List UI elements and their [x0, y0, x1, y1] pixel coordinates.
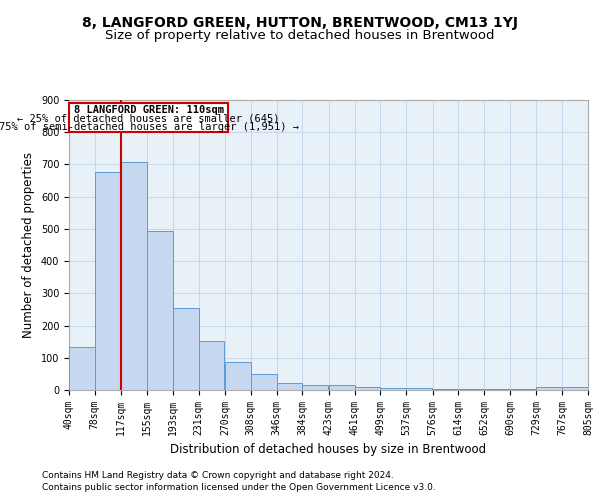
Bar — [536, 388, 562, 390]
Bar — [251, 374, 277, 390]
Text: Size of property relative to detached houses in Brentwood: Size of property relative to detached ho… — [105, 28, 495, 42]
Text: 8 LANGFORD GREEN: 110sqm: 8 LANGFORD GREEN: 110sqm — [74, 104, 224, 115]
Bar — [225, 362, 251, 390]
Bar — [199, 340, 224, 390]
Bar — [121, 162, 147, 390]
Bar — [406, 388, 432, 390]
Bar — [329, 384, 355, 390]
Text: 8, LANGFORD GREEN, HUTTON, BRENTWOOD, CM13 1YJ: 8, LANGFORD GREEN, HUTTON, BRENTWOOD, CM… — [82, 16, 518, 30]
X-axis label: Distribution of detached houses by size in Brentwood: Distribution of detached houses by size … — [170, 444, 487, 456]
Bar — [277, 383, 302, 390]
Text: ← 25% of detached houses are smaller (645): ← 25% of detached houses are smaller (64… — [17, 114, 280, 124]
Text: 75% of semi-detached houses are larger (1,951) →: 75% of semi-detached houses are larger (… — [0, 122, 299, 132]
Bar — [355, 388, 380, 390]
Bar — [69, 103, 229, 132]
Bar — [69, 346, 95, 390]
Text: Contains public sector information licensed under the Open Government Licence v3: Contains public sector information licen… — [42, 483, 436, 492]
Text: Contains HM Land Registry data © Crown copyright and database right 2024.: Contains HM Land Registry data © Crown c… — [42, 472, 394, 480]
Bar — [147, 230, 173, 390]
Bar — [95, 172, 121, 390]
Y-axis label: Number of detached properties: Number of detached properties — [22, 152, 35, 338]
Bar — [173, 308, 199, 390]
Bar — [562, 388, 588, 390]
Bar — [380, 388, 406, 390]
Bar — [302, 384, 328, 390]
